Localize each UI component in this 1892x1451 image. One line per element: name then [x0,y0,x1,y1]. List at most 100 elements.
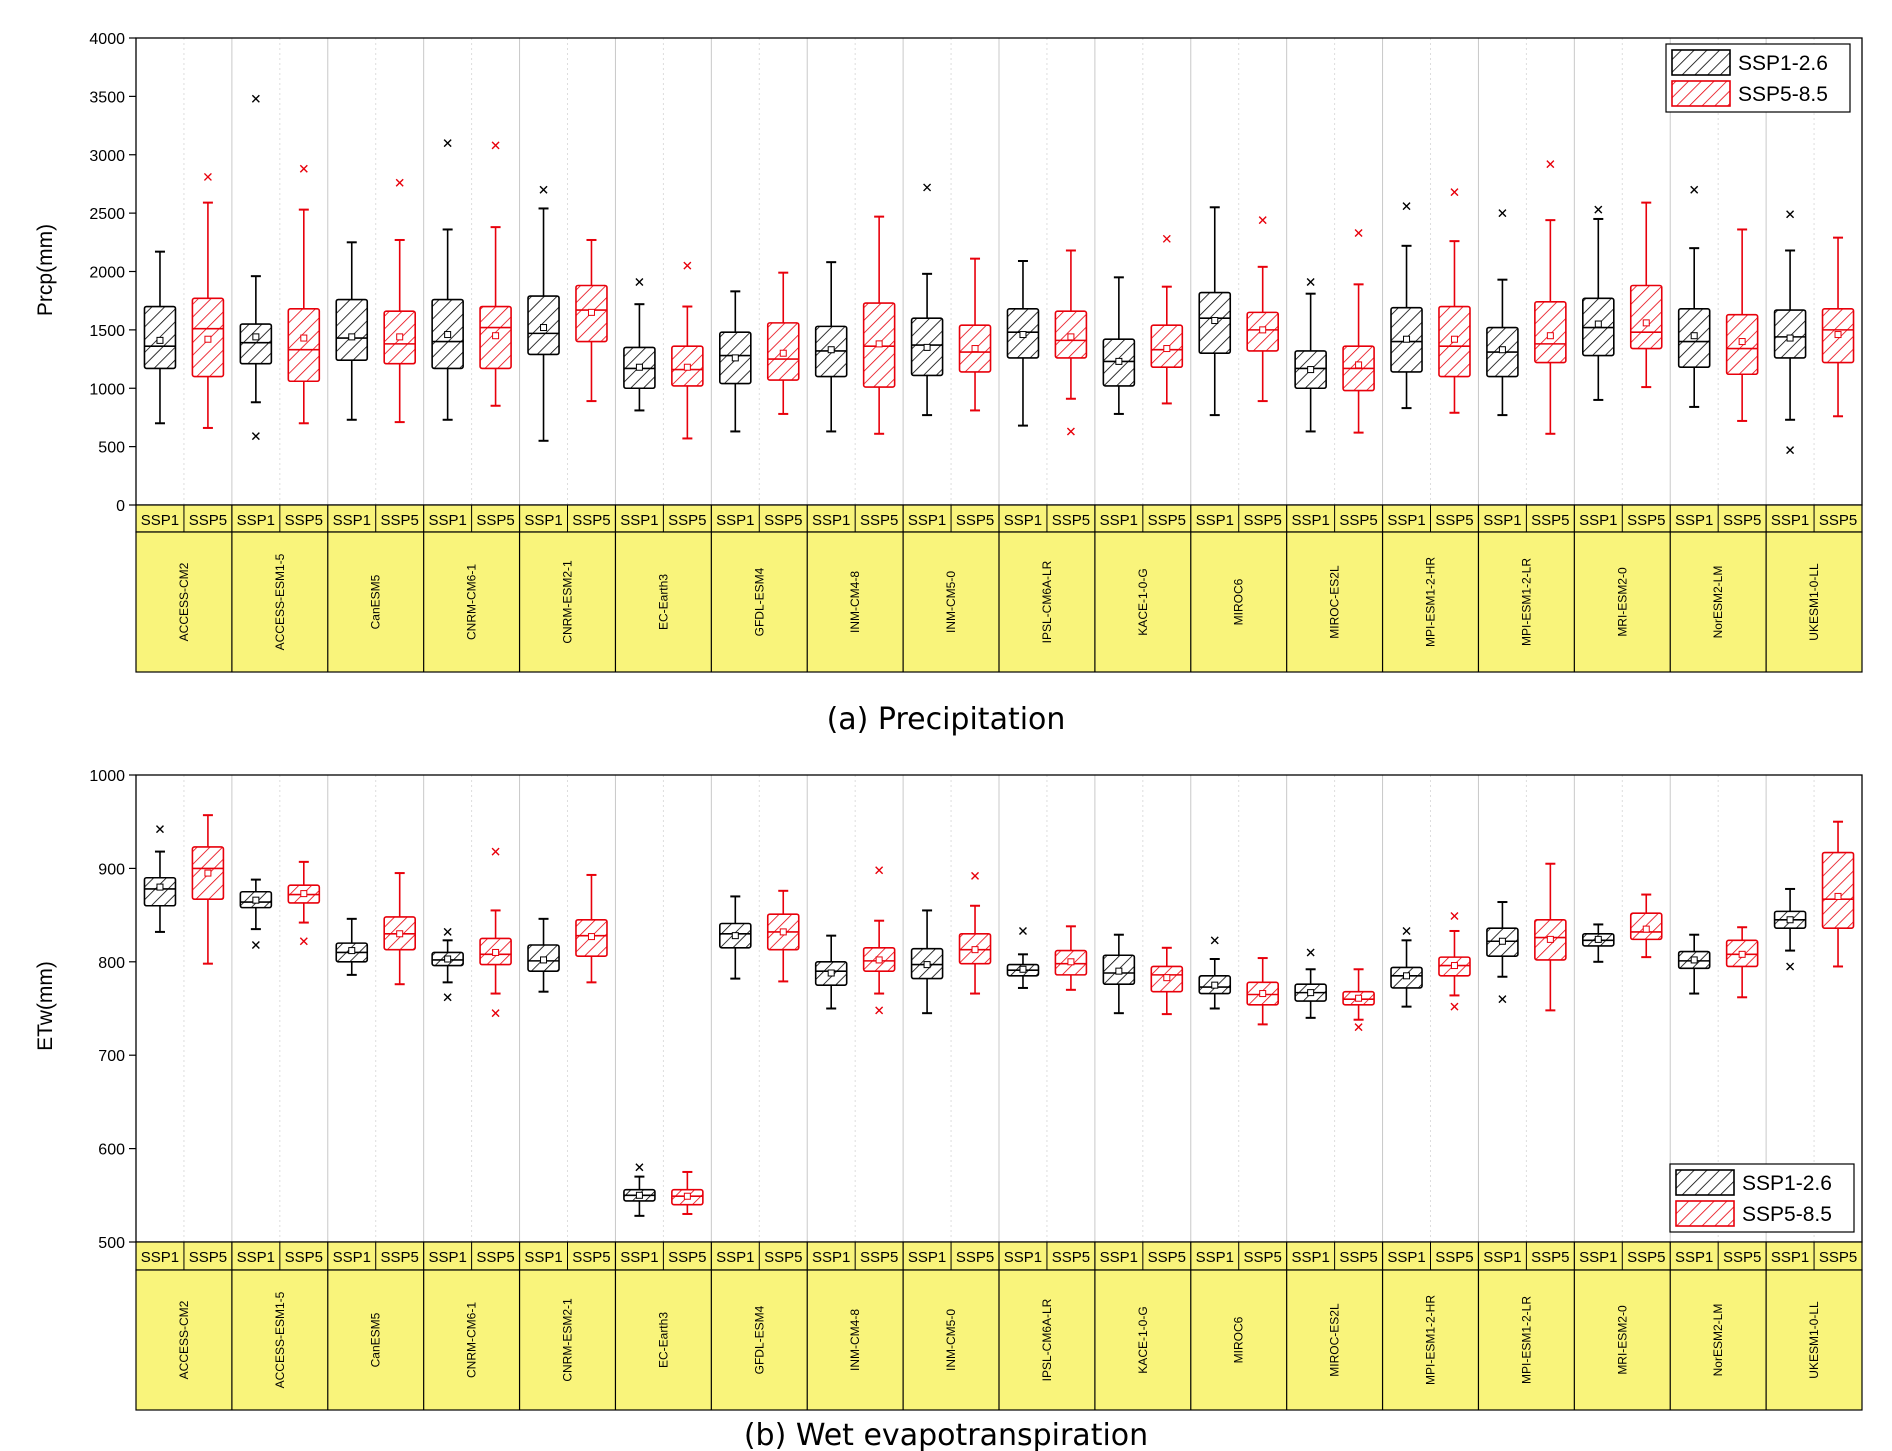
model-label: CNRM-CM6-1 [465,564,479,640]
scenario-label: SSP1 [1004,1249,1042,1266]
model-label: MIROC6 [1232,578,1246,625]
y-tick-label: 500 [98,1235,125,1252]
scenario-label: SSP5 [1819,1249,1857,1266]
box-ssp5-EC-Earth3 [671,261,704,440]
box-ssp1-ACCESS-ESM1-5 [239,878,273,949]
scenario-label: SSP5 [1435,1249,1473,1266]
box-ssp1-MIROC-ES2L [1294,278,1327,433]
outlier-marker [1786,446,1795,455]
outlier-marker [1450,1002,1459,1011]
outlier-marker [1690,185,1699,194]
scenario-label: SSP1 [141,1249,179,1266]
mean-marker [1834,331,1842,339]
scenario-label: SSP1 [908,512,946,529]
box-ssp1-MRI-ESM2-0 [1582,923,1615,963]
mean-marker [300,890,308,898]
scenario-label: SSP5 [764,1249,802,1266]
mean-marker [1690,956,1698,964]
legend-label-ssp5: SSP5-8.5 [1742,1203,1832,1226]
outlier-marker [491,847,500,856]
outlier-marker [1210,936,1219,945]
model-label: EC-Earth3 [656,1312,670,1368]
box-ssp1-NorESM2-LM [1677,185,1711,408]
scenario-label: SSP5 [285,1249,323,1266]
mean-marker [827,969,835,977]
outlier-marker [299,937,308,946]
y-axis-label-precipitation: Prcp(mm) [34,224,57,316]
model-label: INM-CM5-0 [944,571,958,633]
outlier-marker [1546,160,1555,169]
model-label: GFDL-ESM4 [752,567,766,636]
mean-marker [1067,333,1075,341]
mean-marker [923,343,931,351]
mean-marker [1259,990,1267,998]
box-ssp1-GFDL-ESM4 [719,895,752,980]
box-ssp1-ACCESS-CM2 [143,825,177,933]
model-label: INM-CM4-8 [848,1309,862,1371]
legend-swatch-ssp1 [1671,49,1731,76]
box-ssp1-INM-CM4-8 [814,261,848,433]
scenario-label: SSP1 [524,512,562,529]
mean-marker [1259,326,1267,334]
box-ssp1-CNRM-CM6-1 [431,927,464,1002]
panel-wet-evapotranspiration: ETw(mm) (b) Wet evapotranspiration 500 60… [34,768,1863,1451]
mean-marker [779,349,787,357]
box-ssp5-INM-CM4-8 [862,866,896,1015]
outlier-marker [1018,926,1027,935]
model-label: EC-Earth3 [656,574,670,630]
box-ssp1-MIROC6 [1198,936,1232,1010]
model-label: KACE-1-0-G [1136,1306,1150,1373]
caption-evapotranspiration: (b) Wet evapotranspiration [744,1418,1148,1451]
outlier-marker [875,866,884,875]
scenario-label: SSP1 [1291,512,1329,529]
scenario-label: SSP1 [620,1249,658,1266]
legend-precipitation: SSP1-2.6 SSP5-8.5 [1665,43,1851,113]
outlier-marker [395,178,404,187]
scenario-label: SSP1 [1387,512,1425,529]
scenario-label: SSP1 [333,1249,371,1266]
outlier-marker [1306,278,1315,287]
box-ssp1-MPI-ESM1-2-HR [1390,202,1423,410]
mean-marker [1642,925,1650,933]
scenario-label: SSP1 [141,512,179,529]
model-label: UKESM1-0-LL [1807,1301,1821,1379]
model-label: MIROC-ES2L [1328,565,1342,639]
scenario-label: SSP5 [1627,1249,1665,1266]
box-ssp1-MPI-ESM1-2-LR [1486,901,1519,1004]
mean-marker [683,1192,691,1200]
mean-marker [1594,935,1602,943]
box-ssp5-MPI-ESM1-2-LR [1534,160,1567,435]
mean-marker [1786,334,1794,342]
box-ssp1-KACE-1-0-G [1102,933,1136,1015]
scenario-label: SSP1 [1675,1249,1713,1266]
box-ssp5-ACCESS-CM2 [191,172,225,429]
mean-marker [1163,974,1171,982]
box-ssp5-KACE-1-0-G [1150,234,1184,405]
scenario-label: SSP1 [620,512,658,529]
scenario-label: SSP5 [1339,1249,1377,1266]
iqr-box [1821,851,1855,929]
mean-marker [156,336,164,344]
box-ssp5-CanESM5 [383,178,416,424]
scenario-label: SSP1 [716,1249,754,1266]
outlier-marker [155,825,164,834]
scenario-label: SSP1 [1579,512,1617,529]
box-ssp5-IPSL-CM6A-LR [1054,925,1088,991]
box-ssp1-INM-CM4-8 [814,934,848,1010]
mean-marker [1115,357,1123,365]
mean-marker [492,332,500,340]
model-label: CanESM5 [369,1312,383,1367]
scenario-label: SSP5 [860,1249,898,1266]
mean-marker [1403,335,1411,343]
box-ssp1-ACCESS-CM2 [143,250,177,425]
outlier-marker [683,261,692,270]
model-label: IPSL-CM6A-LR [1040,560,1054,643]
box-ssp1-ACCESS-ESM1-5 [239,94,273,441]
outlier-marker [1354,228,1363,237]
model-label: KACE-1-0-G [1136,568,1150,635]
box-ssp5-INM-CM5-0 [958,871,992,995]
box-ssp5-ACCESS-CM2 [191,814,225,965]
box-ssp5-INM-CM4-8 [862,215,896,435]
model-label: MPI-ESM1-2-LR [1519,558,1533,646]
